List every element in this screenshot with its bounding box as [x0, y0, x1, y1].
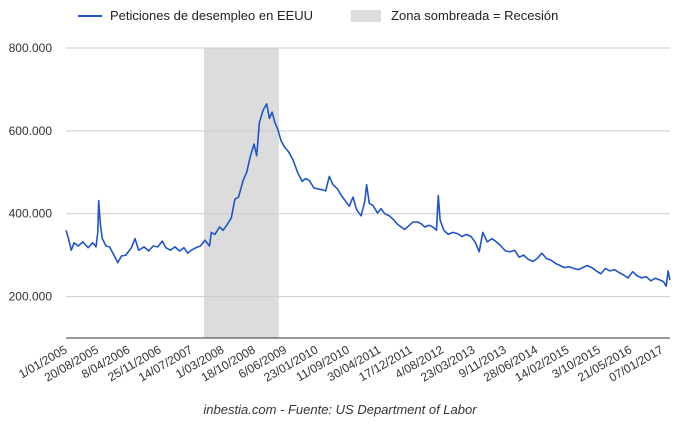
y-tick-label: 600.000 — [9, 124, 53, 138]
series-swatch — [78, 14, 102, 17]
y-tick-label: 400.000 — [9, 207, 53, 221]
recession-band — [204, 48, 279, 338]
source-note: inbestia.com - Fuente: US Department of … — [203, 402, 477, 417]
legend-shade-label: Zona sombreada = Recesión — [391, 8, 559, 23]
y-tick-label: 200.000 — [9, 290, 53, 304]
legend-item-recession: Zona sombreada = Recesión — [351, 8, 558, 23]
legend-series-label: Peticiones de desempleo en EEUU — [110, 8, 314, 23]
legend-item-series: Peticiones de desempleo en EEUU — [78, 8, 313, 23]
y-tick-label: 800.000 — [9, 41, 53, 55]
line-chart: 200.000400.000600.000800.0001/01/200520/… — [9, 41, 671, 385]
recession-swatch — [351, 9, 382, 22]
series-line — [65, 103, 671, 288]
chart-legend: Peticiones de desempleo en EEUU Zona som… — [78, 8, 596, 23]
